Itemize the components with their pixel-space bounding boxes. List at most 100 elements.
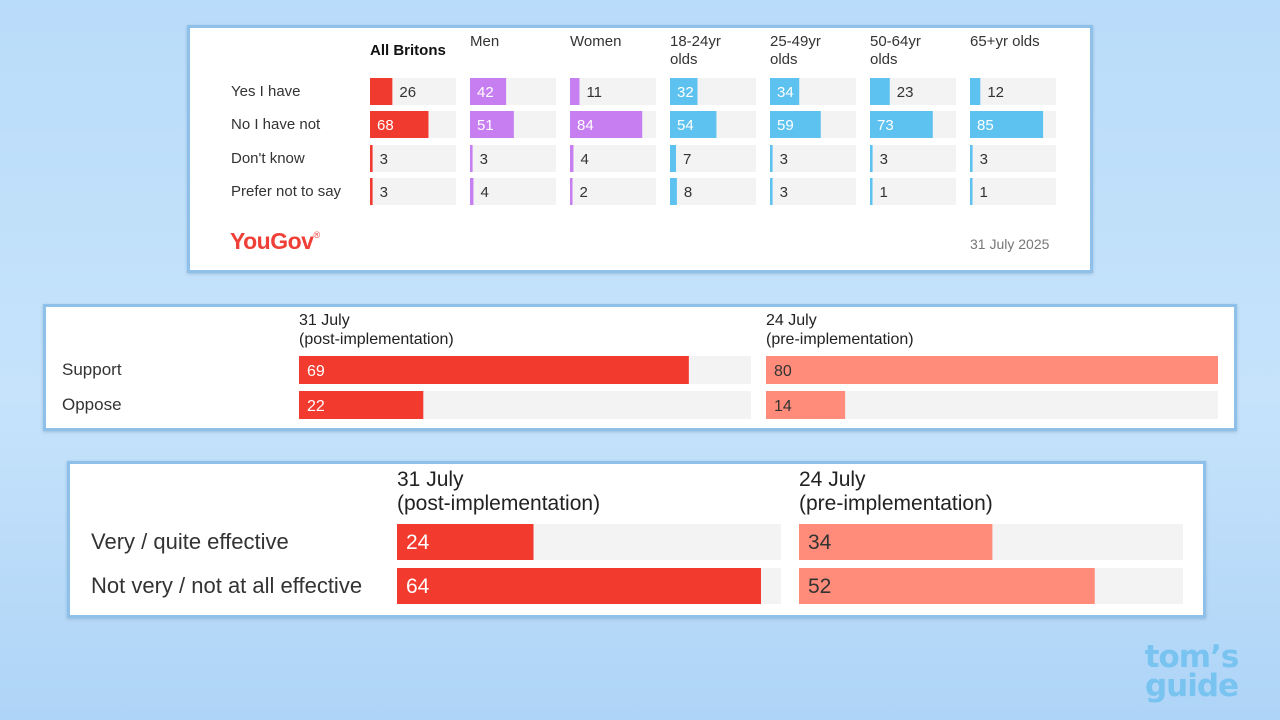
row-label-no-i-have-not: No I have not [231, 116, 321, 133]
series-header-post: 31 July (post-implementation) [299, 312, 454, 348]
data-label: 4 [580, 151, 588, 168]
data-label: 3 [380, 151, 388, 168]
bar-65-yr-olds-don-t-know [970, 145, 973, 172]
data-label: 64 [406, 575, 430, 598]
bar-very-quite-effective-post [397, 524, 534, 560]
column-header-men: Men [470, 33, 500, 50]
row-label-not-very-not-at-all-effective: Not very / not at all effective [91, 573, 363, 598]
data-label: 68 [377, 117, 394, 134]
bar-18-24yr-olds-prefer-not-to-say [670, 178, 677, 205]
data-label: 73 [877, 117, 894, 134]
data-label: 34 [808, 531, 832, 554]
data-label: 12 [987, 84, 1004, 101]
bar-all-britons-don-t-know [370, 145, 373, 172]
data-label: 4 [480, 184, 488, 201]
bar-very-quite-effective-pre [799, 524, 993, 560]
bar-women-no-i-have-not [570, 111, 643, 138]
data-label: 84 [577, 117, 594, 134]
bar-65-yr-olds-no-i-have-not [970, 111, 1044, 138]
bar-track [570, 78, 656, 105]
bar-support-post [299, 356, 689, 384]
bar-men-don-t-know [470, 145, 473, 172]
data-label: 51 [477, 117, 494, 134]
data-label: 85 [977, 117, 994, 134]
data-label: 1 [980, 184, 988, 201]
effectiveness-bars: 24 64 34 52 [397, 524, 1183, 604]
data-label: 69 [307, 363, 325, 380]
support-oppose-bars: 69 22 80 14 [299, 356, 1218, 419]
bar-not-very-not-at-all-effective-pre [799, 568, 1095, 604]
data-label: 22 [307, 398, 325, 415]
bar-oppose-pre [766, 391, 846, 419]
bar-25-49yr-olds-no-i-have-not [770, 111, 821, 138]
bar-track [870, 145, 956, 172]
bar-track [570, 178, 656, 205]
support-oppose-card: 31 July (post-implementation) 24 July (pr… [43, 304, 1237, 431]
data-label: 32 [677, 84, 694, 101]
row-label-yes-i-have: Yes I have [231, 83, 301, 100]
data-label: 3 [780, 151, 788, 168]
bar-track [970, 145, 1056, 172]
bar-track [970, 78, 1056, 105]
data-label: 3 [480, 151, 488, 168]
bar-women-don-t-know [570, 145, 574, 172]
crosstab-bars: 2668334251341184423254783459332373311285… [370, 78, 1056, 205]
bar-women-prefer-not-to-say [570, 178, 573, 205]
age-verification-crosstab-card: All Britons Men Women 18-24yr olds 25-49yr o… [187, 25, 1093, 273]
yougov-logo: YouGov® [230, 228, 320, 254]
column-header-25-49yr-olds: 25-49yr olds [770, 33, 821, 68]
data-label: 3 [780, 184, 788, 201]
bar-track [470, 178, 556, 205]
bar-men-yes-i-have [470, 78, 507, 105]
bar-all-britons-prefer-not-to-say [370, 178, 373, 205]
bar-not-very-not-at-all-effective-post [397, 568, 761, 604]
logo-line-1: tom’s [1144, 639, 1240, 675]
data-label: 26 [399, 84, 416, 101]
series-header-pre: 24 July (pre-implementation) [799, 468, 993, 515]
data-label: 1 [880, 184, 888, 201]
bar-all-britons-yes-i-have [370, 78, 393, 105]
bar-men-no-i-have-not [470, 111, 514, 138]
data-label: 2 [580, 184, 588, 201]
bar-18-24yr-olds-don-t-know [670, 145, 677, 172]
row-label-prefer-not-to-say: Prefer not to say [231, 183, 342, 200]
bar-track [570, 145, 656, 172]
data-label: 7 [683, 151, 691, 168]
column-header-women: Women [570, 33, 622, 50]
data-label: 3 [980, 151, 988, 168]
data-label: 52 [808, 575, 831, 598]
bar-65-yr-olds-yes-i-have [970, 78, 981, 105]
survey-date: 31 July 2025 [970, 236, 1050, 252]
row-label-oppose: Oppose [62, 395, 122, 414]
bar-support-pre [766, 356, 1218, 384]
effectiveness-card: 31 July (post-implementation) 24 July (pr… [67, 461, 1206, 618]
bar-track [470, 145, 556, 172]
series-header-pre: 24 July (pre-implementation) [766, 312, 914, 348]
bar-track [770, 145, 856, 172]
data-label: 3 [880, 151, 888, 168]
series-header-post: 31 July (post-implementation) [397, 468, 601, 515]
bar-50-64yr-olds-no-i-have-not [870, 111, 933, 138]
data-label: 54 [677, 117, 694, 134]
data-label: 42 [477, 84, 494, 101]
bar-50-64yr-olds-don-t-know [870, 145, 873, 172]
bar-all-britons-no-i-have-not [370, 111, 429, 138]
row-label-don-t-know: Don't know [231, 150, 305, 167]
bar-track [370, 145, 456, 172]
row-label-very-quite-effective: Very / quite effective [91, 529, 289, 554]
column-header-18-24yr-olds: 18-24yr olds [670, 33, 721, 68]
bar-track [670, 145, 756, 172]
bar-oppose-post [299, 391, 424, 419]
data-label: 80 [774, 363, 792, 380]
bar-women-yes-i-have [570, 78, 580, 105]
data-label: 34 [777, 84, 794, 101]
data-label: 59 [777, 117, 794, 134]
bar-track [870, 178, 956, 205]
bar-track [970, 178, 1056, 205]
data-label: 8 [684, 184, 692, 201]
row-label-support: Support [62, 360, 122, 379]
bar-18-24yr-olds-no-i-have-not [670, 111, 717, 138]
bar-men-prefer-not-to-say [470, 178, 474, 205]
data-label: 3 [380, 184, 388, 201]
toms-guide-logo: tom’s guide [1124, 639, 1259, 702]
